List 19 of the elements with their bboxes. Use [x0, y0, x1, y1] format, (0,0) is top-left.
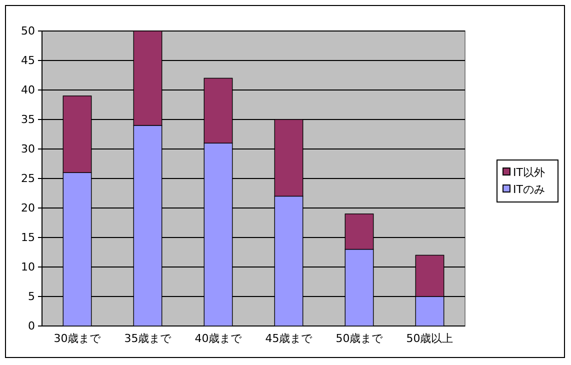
legend-label: IT以外: [513, 166, 545, 179]
x-tick-label: 35歳まで: [124, 332, 172, 345]
y-tick-label: 15: [21, 231, 35, 244]
x-tick-label: 50歳まで: [336, 332, 384, 345]
x-tick-label: 30歳まで: [54, 332, 102, 345]
y-tick-label: 30: [21, 142, 35, 156]
y-tick-label: 20: [21, 202, 35, 215]
y-tick-label: 0: [28, 320, 35, 333]
x-tick-label: 50歳以上: [406, 332, 454, 345]
y-tick-label: 35: [21, 113, 35, 126]
y-tick-label: 25: [21, 172, 35, 186]
x-tick-label: 40歳まで: [194, 332, 243, 345]
x-tick-label: 45歳まで: [265, 332, 314, 345]
y-tick-label: 45: [21, 54, 35, 68]
y-tick-label: 40: [21, 84, 35, 97]
legend-label: ITのみ: [513, 183, 545, 196]
y-tick-label: 50: [21, 24, 35, 38]
y-tick-label: 10: [21, 260, 35, 274]
y-tick-label: 5: [28, 290, 35, 304]
